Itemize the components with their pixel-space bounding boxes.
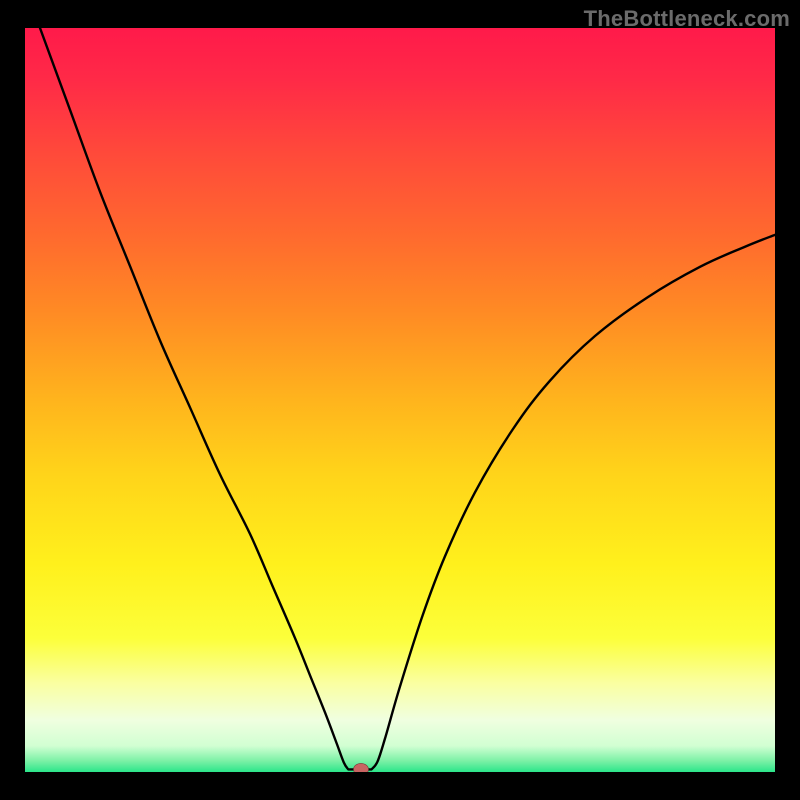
bottleneck-chart xyxy=(0,0,800,800)
chart-container: TheBottleneck.com xyxy=(0,0,800,800)
plot-background xyxy=(25,28,775,772)
watermark-text: TheBottleneck.com xyxy=(584,6,790,32)
